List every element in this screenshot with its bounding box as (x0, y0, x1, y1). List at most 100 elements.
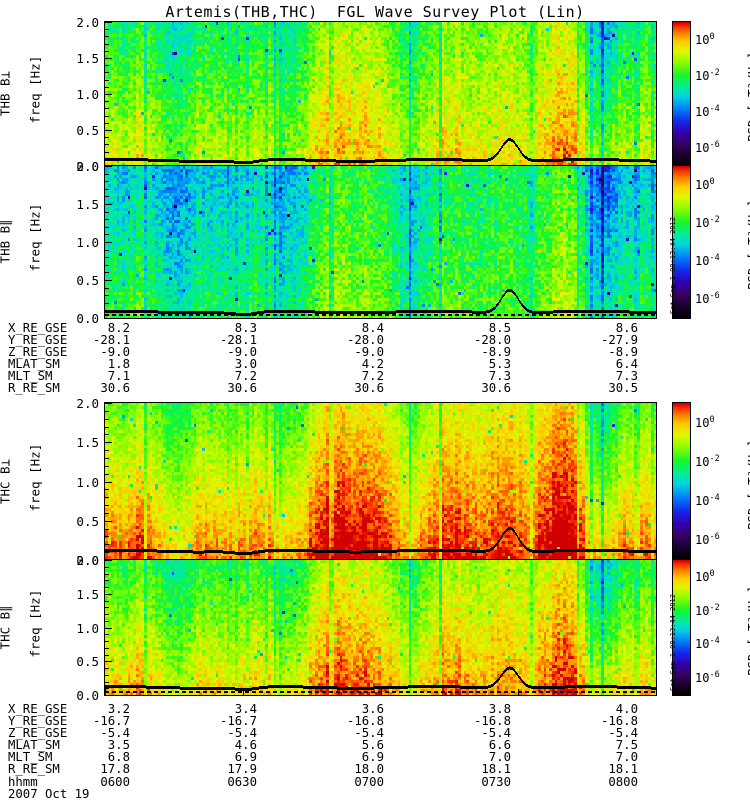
yaxis-title-thc-bpar: freq [Hz] (27, 589, 43, 657)
spectrogram-thc-bperp (105, 403, 656, 560)
orbit-row-label: MLAT_SM (8, 738, 60, 753)
orbit-value: 17.8 (100, 762, 130, 777)
orbit-value: 7.2 (234, 369, 257, 384)
ytick-minor (105, 123, 109, 124)
orbit-row-label: Y_RE_GSE (8, 714, 68, 729)
orbit-value: 4.6 (234, 738, 257, 753)
orbit-value: 6.8 (107, 750, 130, 765)
orbit-value: -8.9 (481, 345, 511, 360)
orbit-row-label: Z_RE_GSE (8, 345, 68, 360)
orbit-value: -16.7 (92, 714, 130, 729)
colorbar-tick-label-3-1: 10-2 (695, 602, 720, 618)
spectrogram-thb-bperp (105, 22, 656, 166)
colorbar-tick-label-2-1: 10-2 (695, 453, 720, 469)
colorbar-tick-label-1-2: 10-4 (695, 253, 720, 268)
ytick-minor (105, 419, 109, 420)
ytick-minor (105, 682, 109, 683)
ytick-minor (105, 250, 109, 251)
ytick-minor (105, 272, 109, 273)
orbit-value: -16.8 (473, 714, 511, 729)
orbit-value: -9.0 (354, 345, 384, 360)
ytick-minor (105, 234, 109, 235)
ytick-minor (105, 544, 109, 545)
colorbar-tick-label-0-0: 100 (695, 32, 715, 47)
orbit-value: -8.9 (608, 345, 638, 360)
orbit-value: 0800 (608, 774, 638, 789)
orbit-parameters-top: X_RE_GSE 8.2 8.3 8.4 8.5 8.6 Y_RE_GSE -28.1 -28.… (8, 322, 638, 395)
orbit-row-label: X_RE_GSE (8, 321, 68, 335)
ytick-mark-thc-bpar-1 (105, 661, 112, 662)
ytick-label-thc-bperp-0: 0.0 (76, 553, 99, 568)
orbit-value: 0730 (481, 774, 511, 789)
panel-title-thb-bperp: THB B⊥ (0, 70, 13, 117)
colorbar-tick-label-2-3: 10-6 (695, 532, 720, 548)
orbit-value: 30.6 (481, 381, 511, 396)
orbit-row-label: MLAT_SM (8, 357, 60, 372)
ytick-minor (105, 621, 109, 622)
ytick-minor (105, 601, 109, 602)
ytick-minor (105, 288, 109, 289)
yaxis-title-thc-bperp: freq [Hz] (27, 443, 43, 511)
orbit-value: 8.6 (615, 321, 638, 335)
ytick-minor (105, 65, 109, 66)
orbit-row-mlat_sm: MLAT_SM 3.5 4.6 5.6 6.6 7.5 (8, 739, 638, 751)
ytick-label-thb-bpar-2: 1.0 (76, 235, 99, 250)
orbit-value: 5.3 (488, 357, 511, 372)
xtick-mark-4 (656, 689, 657, 695)
orbit-value: 8.5 (488, 321, 511, 335)
orbit-row-mlt_sm: MLT_SM 6.8 6.9 6.9 7.0 7.0 (8, 751, 638, 763)
ytick-mark-thb-bpar-3 (105, 204, 112, 205)
ytick-minor (105, 51, 109, 52)
orbit-value: 3.6 (361, 702, 384, 716)
ytick-minor (105, 648, 109, 649)
xtick-mark-2 (381, 689, 382, 695)
ytick-minor (105, 505, 109, 506)
ytick-minor (105, 567, 109, 568)
orbit-value: 3.8 (488, 702, 511, 716)
ytick-mark-thb-bpar-2 (105, 242, 112, 243)
orbit-value: -16.8 (600, 714, 638, 729)
orbit-value: 7.0 (615, 750, 638, 765)
colorbar-gradient-0 (673, 22, 690, 166)
ytick-minor (105, 44, 109, 45)
orbit-row-label: X_RE_GSE (8, 702, 68, 716)
ytick-label-thc-bpar-2: 1.0 (76, 620, 99, 636)
orbit-value: 0700 (354, 774, 384, 789)
ytick-label-thb-bperp-2: 1.0 (76, 87, 99, 102)
ytick-mark-thc-bpar-0 (105, 695, 112, 696)
orbit-value: 18.1 (608, 762, 638, 777)
ytick-label-thc-bperp-2: 1.0 (76, 474, 99, 490)
ytick-label-thb-bpar-3: 1.5 (76, 197, 99, 212)
ytick-minor (105, 552, 109, 553)
colorbar-frame-2 (672, 402, 691, 561)
orbit-value: -16.7 (219, 714, 257, 729)
colorbar-tick-label-2-2: 10-4 (695, 493, 720, 509)
ytick-minor (105, 101, 109, 102)
colorbar-tick-label-3-0: 100 (695, 568, 715, 584)
ytick-minor (105, 137, 109, 138)
orbit-row-mlt_sm: MLT_SM 7.1 7.2 7.2 7.3 7.3 (8, 370, 638, 382)
spectrogram-thc-bpar (105, 560, 656, 695)
orbit-value: 17.9 (227, 762, 257, 777)
orbit-row-mlat_sm: MLAT_SM 1.8 3.0 4.2 5.3 6.4 (8, 358, 638, 370)
orbit-parameters-bottom: X_RE_GSE 3.2 3.4 3.6 3.8 4.0 Y_RE_GSE -16.7 -16.… (8, 703, 638, 788)
orbit-value: 7.1 (107, 369, 130, 384)
ytick-label-thb-bpar-1: 0.5 (76, 273, 99, 288)
orbit-value: -28.0 (346, 333, 384, 348)
ytick-minor (105, 411, 109, 412)
ytick-minor (105, 536, 109, 537)
ytick-mark-thc-bpar-3 (105, 594, 112, 595)
ytick-minor (105, 152, 109, 153)
ytick-minor (105, 181, 109, 182)
colorbar-frame-3 (672, 559, 691, 696)
orbit-value: 3.2 (107, 702, 130, 716)
orbit-row-y_re_gse: Y_RE_GSE -28.1 -28.1 -28.0 -28.0 -27.9 (8, 334, 638, 346)
ytick-label-thc-bpar-4: 2.0 (76, 553, 99, 568)
ytick-minor (105, 427, 109, 428)
orbit-value: 0600 (100, 774, 130, 789)
orbit-value: 18.1 (481, 762, 511, 777)
ytick-label-thb-bperp-3: 1.5 (76, 51, 99, 66)
orbit-value: 3.5 (107, 738, 130, 753)
ytick-mark-thb-bperp-1 (105, 130, 112, 131)
